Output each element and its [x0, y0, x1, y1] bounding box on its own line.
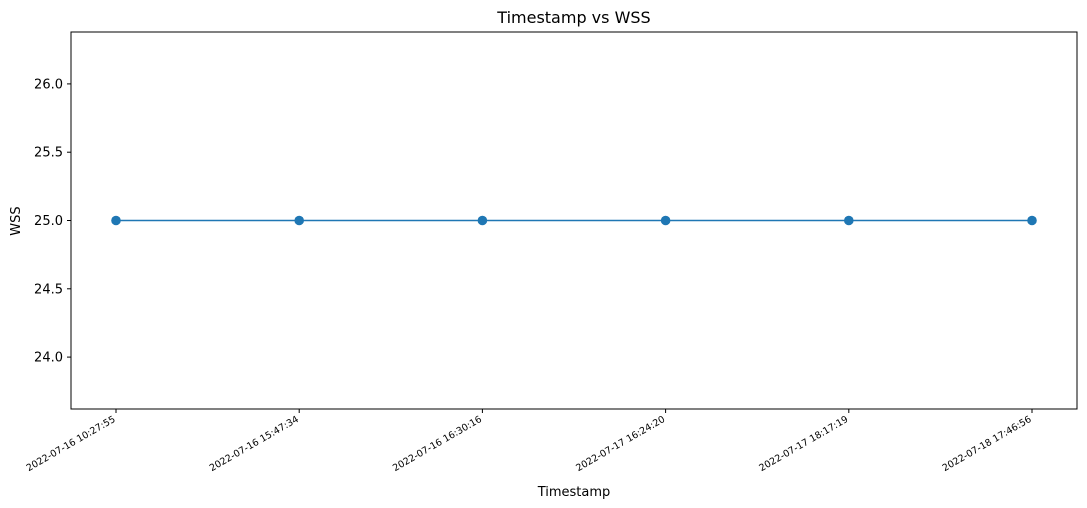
x-tick-label: 2022-07-17 18:17:19 — [757, 414, 850, 474]
data-point — [844, 215, 854, 226]
chart-title: Timestamp vs WSS — [496, 8, 650, 27]
x-tick-label: 2022-07-16 10:27:55 — [25, 414, 118, 474]
plot-frame — [70, 31, 1078, 410]
y-tick-label: 24.5 — [34, 282, 63, 297]
x-tick-label: 2022-07-16 16:30:16 — [391, 414, 484, 474]
data-point — [294, 215, 305, 226]
data-point — [660, 215, 671, 226]
y-tick-label: 24.0 — [34, 351, 63, 366]
data-point — [477, 215, 488, 226]
x-axis-label: Timestamp — [537, 485, 611, 500]
y-axis-label: WSS — [9, 206, 24, 235]
x-axis-ticks: 2022-07-16 10:27:55 2022-07-16 15:47:34 20… — [25, 409, 1034, 474]
x-tick-label: 2022-07-16 15:47:34 — [208, 414, 301, 474]
data-point — [1027, 215, 1037, 226]
y-tick-label: 25.0 — [34, 214, 63, 229]
x-tick-label: 2022-07-17 16:24:20 — [574, 414, 667, 474]
y-axis-ticks: 24.0 24.5 25.0 25.5 26.0 — [34, 77, 71, 366]
series-layer — [111, 215, 1037, 226]
y-tick-label: 26.0 — [34, 77, 63, 92]
data-point — [111, 215, 121, 226]
y-tick-label: 25.5 — [34, 146, 63, 161]
x-tick-label: 2022-07-18 17:46:56 — [941, 414, 1034, 474]
